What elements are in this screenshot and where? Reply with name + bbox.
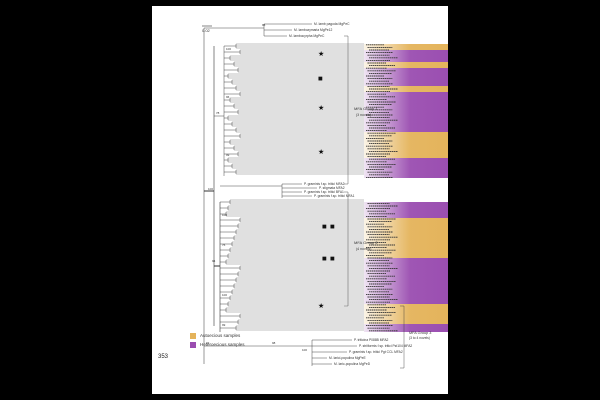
bottom-taxon-label: P. graminis f.sp. tritici Pgt CCL MFA2	[349, 350, 403, 354]
bottom-taxon-label: P. striiformis f.sp. tritici Pst104 MFA2	[359, 344, 412, 348]
tip-labels	[366, 44, 398, 332]
phylogenetic-tree-figure: M. lamb pagoda MgPeC M. lambozymaria MgPe…	[202, 22, 448, 369]
bottom-taxon-label: P. triticina P088B MFA2	[354, 338, 389, 342]
color-band	[364, 324, 448, 332]
star-marker: ★	[318, 104, 324, 112]
group-label-2: MFA Group 2 (4 novels)	[354, 240, 378, 251]
bootstrap-value: 100	[208, 187, 213, 191]
bootstrap-value: 94	[212, 259, 216, 263]
color-band	[364, 272, 448, 292]
group-2-sublabel: (4 novels)	[356, 247, 371, 251]
color-band	[364, 140, 448, 158]
bootstrap-value: 78	[216, 111, 220, 115]
color-band	[364, 258, 448, 272]
bootstrap-value: 100	[222, 293, 227, 297]
color-band	[364, 44, 448, 50]
bottom-taxon-label: M. laric-populina MgPeD	[334, 362, 371, 366]
document-page: 353 M. lamb pagoda MgPeC M. lambozymaria …	[152, 6, 448, 394]
bootstrap-value: 100	[222, 213, 227, 217]
color-band	[364, 86, 448, 92]
group-label-1: MFA Group 1 (3 novels)	[354, 106, 378, 117]
color-band	[364, 218, 448, 228]
color-band	[364, 92, 448, 102]
bootstrap-value: 98	[272, 341, 276, 345]
square-marker: ■	[330, 224, 335, 230]
sample-color-bands	[364, 44, 448, 332]
middle-taxon-label: P. graminis f.sp. tritici MFA1	[314, 194, 355, 198]
square-marker: ■	[322, 256, 327, 262]
star-marker: ★	[318, 50, 324, 58]
color-band	[364, 132, 448, 140]
top-taxon-label: M. lambozymaria MgPe12	[294, 28, 332, 32]
bootstrap-value: 76	[222, 243, 226, 247]
square-marker: ■	[318, 76, 323, 82]
star-marker: ★	[318, 302, 324, 310]
group-1-label: MFA Group 1	[354, 106, 378, 111]
autoecious-swatch	[190, 332, 196, 339]
color-band	[364, 68, 448, 76]
group-label-3: MFA Group 3 (3 to 4 novels)	[409, 331, 431, 340]
group-3-label: MFA Group 3	[409, 331, 431, 335]
bootstrap-value: 99	[222, 323, 226, 327]
bootstrap-value: 93	[206, 341, 210, 345]
middle-taxon-label: P. graminis f.sp. tritici MFA2	[304, 182, 345, 186]
group-1-sublabel: (3 novels)	[356, 113, 371, 117]
named-taxa-labels: M. lamb pagoda MgPeC M. lambozymaria MgPe…	[289, 22, 412, 366]
color-band	[364, 202, 448, 218]
heteroecious-swatch	[190, 341, 196, 348]
page-number: 353	[158, 354, 169, 360]
middle-taxon-label: P. stigmata MFA2	[319, 186, 345, 190]
bootstrap-value: 100	[302, 348, 307, 352]
color-band	[364, 242, 448, 258]
group-3-sublabel: (3 to 4 novels)	[409, 336, 430, 340]
bootstrap-value: 96	[226, 95, 230, 99]
color-band	[364, 116, 448, 132]
color-band	[364, 76, 448, 86]
bottom-taxon-label: M. larici-populina MgPeE	[329, 356, 366, 360]
group-2-label: MFA Group 2	[354, 240, 378, 245]
square-marker: ■	[322, 224, 327, 230]
legend-item-autoecious: Autoecious samples	[190, 331, 245, 340]
color-band	[364, 158, 448, 178]
star-marker: ★	[318, 148, 324, 156]
bootstrap-values: 100 78 100 96 99 94 100 76 100 93 98 100 95 99	[206, 23, 307, 352]
legend: Autoecious samples Heteroecious samples	[190, 331, 245, 349]
color-band	[364, 228, 448, 242]
bootstrap-value: 99	[226, 153, 230, 157]
legend-heteroecious-label: Heteroecious samples	[200, 342, 245, 347]
tree-branches	[203, 23, 405, 369]
top-taxon-label: M. lamb pagoda MgPeC	[314, 22, 350, 26]
legend-autoecious-label: Autoecious samples	[200, 333, 241, 338]
color-band	[364, 292, 448, 304]
square-marker: ■	[330, 256, 335, 262]
scale-bar-label: 0.02	[202, 28, 211, 33]
legend-item-heteroecious: Heteroecious samples	[190, 340, 245, 349]
sample-markers: ★■★★■ ■■ ■★	[318, 50, 335, 310]
bootstrap-value: 100	[226, 47, 231, 51]
middle-taxon-label: P. graminis f.sp. tritici BFA1	[304, 190, 344, 194]
scale-bar: 0.02	[202, 25, 212, 33]
color-band	[364, 62, 448, 68]
bootstrap-value: 95	[262, 23, 266, 27]
top-taxon-label: M. lambocyrpha MgPeC	[289, 34, 325, 38]
color-band	[364, 304, 448, 312]
